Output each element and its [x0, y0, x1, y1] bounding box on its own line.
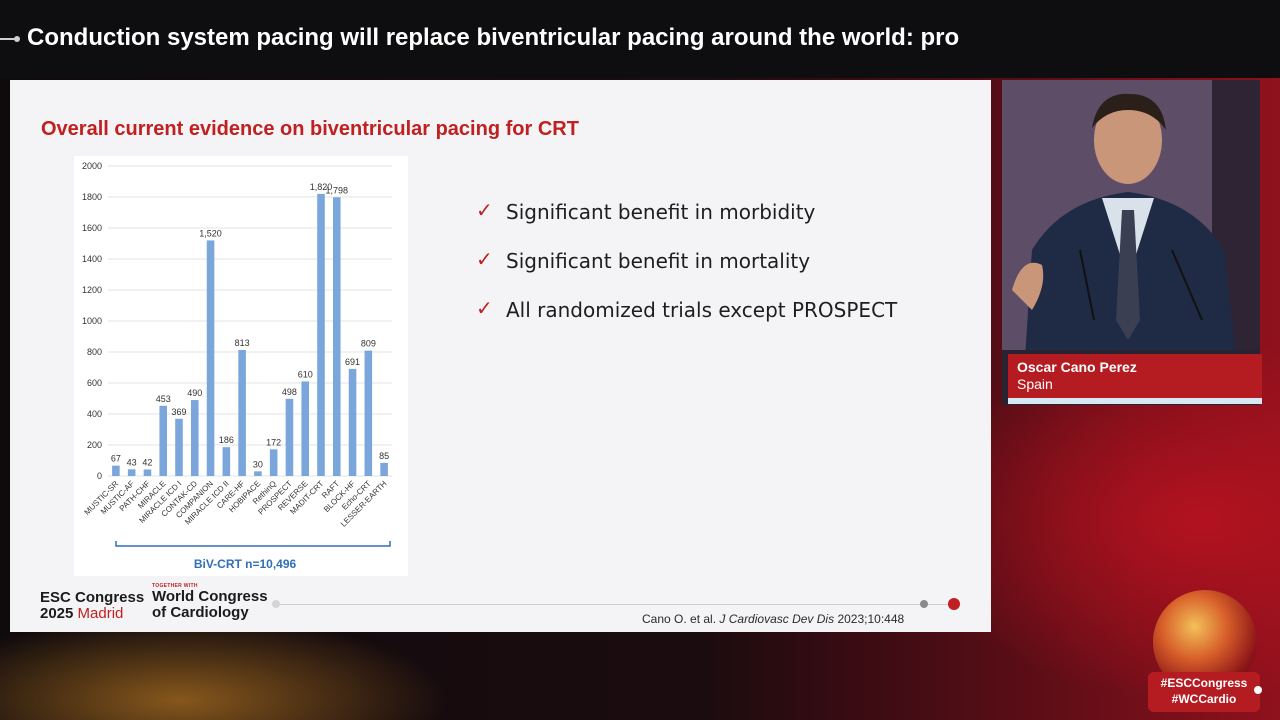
slide-progress-track	[276, 604, 956, 605]
bracket	[115, 541, 391, 547]
y-tick-label: 200	[87, 440, 102, 450]
progress-marker-dot	[920, 600, 928, 608]
session-title: Conduction system pacing will replace bi…	[27, 24, 960, 51]
bar-value-label: 813	[235, 338, 250, 348]
bar-value-label: 42	[142, 457, 152, 467]
session-title-bar: Conduction system pacing will replace bi…	[0, 0, 1280, 78]
mouse-cursor-icon	[1254, 686, 1262, 694]
bar-value-label: 453	[156, 394, 171, 404]
check-icon: ✓	[476, 247, 493, 271]
citation-authors: Cano O. et al.	[642, 612, 717, 626]
citation-journal: J Cardiovasc Dev Dis	[719, 612, 835, 626]
bar	[269, 449, 278, 476]
bar	[143, 469, 152, 476]
check-icon: ✓	[476, 198, 493, 222]
bullet-text: Significant benefit in mortality	[506, 249, 811, 273]
speaker-name: Oscar Cano Perez	[1017, 359, 1137, 375]
bracket-label: BiV-CRT n=10,496	[194, 557, 297, 571]
speaker-country: Spain	[1017, 376, 1053, 392]
speaker-lower-third: Oscar Cano Perez Spain	[1008, 354, 1262, 398]
y-tick-label: 400	[87, 409, 102, 419]
bar-value-label: 369	[171, 407, 186, 417]
bar	[332, 197, 341, 476]
wcc-logo-tagline: TOGETHER WITH	[152, 583, 198, 589]
esc-logo-line2: 2025 Madrid	[40, 606, 144, 622]
wcc-logo-line1: World Congress	[152, 588, 268, 605]
esc-logo-line1: ESC Congress	[40, 589, 145, 606]
y-tick-label: 1400	[82, 254, 102, 264]
title-marker-line	[0, 38, 16, 40]
y-tick-label: 2000	[82, 161, 102, 171]
bar	[364, 350, 373, 476]
check-icon: ✓	[476, 296, 493, 320]
hashtag-esc: #ESCCongress	[1160, 676, 1248, 690]
bar-value-label: 691	[345, 357, 360, 367]
bar-value-label: 1,820	[310, 182, 333, 192]
speaker-video-feed	[1002, 80, 1260, 405]
bar	[175, 418, 183, 476]
bar-value-label: 490	[187, 388, 202, 398]
bar-value-label: 85	[379, 451, 389, 461]
progress-end-dot	[948, 598, 960, 610]
y-tick-label: 1000	[82, 316, 102, 326]
bar-value-label: 30	[253, 459, 263, 469]
title-marker-dot	[14, 36, 20, 42]
bar-value-label: 43	[127, 457, 137, 467]
bar	[127, 469, 136, 476]
bar-chart-svg: 020040060080010001200140016001800200067M…	[82, 161, 392, 571]
bar	[348, 368, 357, 476]
bar	[190, 400, 199, 476]
bar-value-label: 498	[282, 387, 297, 397]
hashtag-badge: #ESCCongress #WCCardio	[1148, 672, 1260, 712]
citation-ref: 2023;10:448	[837, 612, 905, 626]
y-tick-label: 1600	[82, 223, 102, 233]
slide-title: Overall current evidence on biventricula…	[41, 118, 579, 140]
bullet-text: Significant benefit in morbidity	[506, 200, 816, 224]
trial-enrollment-chart: 0 200 400 600 800 1000 1200 1400 1600 1800 2000 67 M…	[74, 156, 408, 576]
bar	[159, 405, 168, 476]
bar-value-label: 1,520	[199, 228, 222, 238]
wcc-logo-line2: of Cardiology	[152, 604, 249, 621]
bar	[254, 471, 262, 476]
lower-third-accent	[1008, 398, 1262, 404]
bar	[222, 447, 231, 476]
y-tick-label: 1800	[82, 192, 102, 202]
esc-logo-city: Madrid	[77, 605, 124, 622]
y-tick-label: 0	[97, 471, 102, 481]
bar	[112, 465, 120, 476]
bar	[206, 240, 215, 476]
world-congress-logo: TOGETHER WITH World Congress of Cardiolo…	[152, 583, 268, 621]
presentation-slide: Overall current evidence on biventricula…	[10, 80, 991, 632]
bar	[317, 193, 325, 476]
bar	[238, 349, 246, 476]
y-tick-label: 800	[87, 347, 102, 357]
esc-logo-year: 2025	[40, 605, 74, 622]
citation: Cano O. et al. J Cardiovasc Dev Dis 2023…	[642, 612, 904, 626]
bar-value-label: 809	[361, 339, 376, 349]
bar	[301, 381, 310, 476]
y-tick-label: 600	[87, 378, 102, 388]
y-tick-label: 1200	[82, 285, 102, 295]
bullet-text: All randomized trials except PROSPECT	[506, 298, 898, 322]
progress-start-dot	[272, 600, 280, 608]
bar-value-label: 172	[266, 437, 281, 447]
hashtag-wcc: #WCCardio	[1171, 692, 1237, 706]
bar	[380, 462, 388, 476]
bar-value-label: 610	[298, 369, 313, 379]
bar	[285, 398, 294, 476]
esc-congress-logo: ESC Congress 2025 Madrid	[40, 590, 144, 622]
bar-value-label: 1,798	[326, 185, 349, 195]
bar-value-label: 186	[219, 435, 234, 445]
bar-value-label: 67	[111, 454, 121, 464]
